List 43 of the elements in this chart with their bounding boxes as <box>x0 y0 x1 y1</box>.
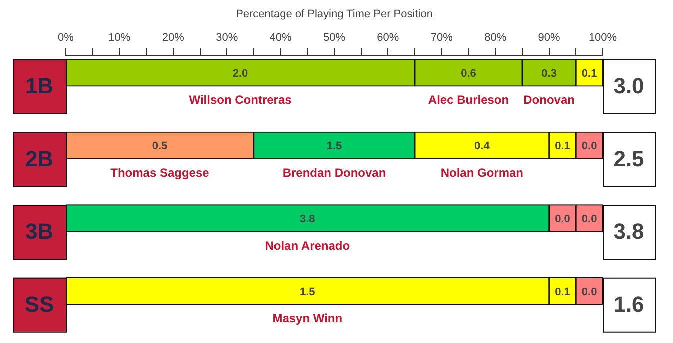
annotation: 0.4 <box>474 140 491 153</box>
annotation: Brendan Donovan <box>282 166 386 180</box>
annotation: Thomas Saggese <box>110 166 210 180</box>
annotation: Nolan Gorman <box>440 166 524 180</box>
annotation: Masyn Winn <box>272 312 343 326</box>
annotation: 3.8 <box>300 214 316 226</box>
x-tick-label: 30% <box>216 32 238 44</box>
y-tick-label: SS <box>24 292 54 317</box>
annotation: Alec Burleson <box>428 93 510 108</box>
annotation: 1.5 <box>300 286 316 298</box>
text: 2.5 <box>614 146 644 172</box>
x-tick-label: 0% <box>58 32 74 44</box>
annotation: 2.0 <box>232 68 248 80</box>
x-tick-label: 40% <box>270 32 292 44</box>
annotation: 0.1 <box>582 68 598 80</box>
annotation: 0.0 <box>582 286 598 298</box>
y-tick-label: 2B <box>25 146 54 172</box>
annotation: 0.3 <box>542 68 557 80</box>
x-tick-label: 90% <box>538 32 561 44</box>
x-tick-label: 50% <box>323 32 346 44</box>
annotation: Willson Contreras <box>189 93 292 108</box>
annotation: 0.0 <box>555 214 570 226</box>
x-tick-label: 60% <box>377 32 400 44</box>
annotation: 0.5 <box>152 140 168 153</box>
x-tick-label: 70% <box>430 32 454 44</box>
y-tick-label: 1B <box>25 73 54 98</box>
x-tick-label: 10% <box>108 32 131 44</box>
y-tick-label: 3B <box>25 219 54 244</box>
annotation: 0.6 <box>461 68 476 80</box>
x-tick-label: 20% <box>162 32 185 44</box>
annotation: 0.1 <box>555 140 570 153</box>
x-tick-label: 80% <box>484 32 507 44</box>
text: 3.8 <box>614 219 644 244</box>
annotation: Donovan <box>524 93 575 108</box>
text: 1.6 <box>614 292 644 317</box>
text: 3.0 <box>614 73 644 98</box>
x-tick-label: 100% <box>588 32 618 44</box>
annotation: Nolan Arenado <box>265 238 350 253</box>
annotation: 0.0 <box>582 140 598 153</box>
annotation: 0.1 <box>555 286 570 298</box>
annotation: 1.5 <box>326 140 342 153</box>
x-axis-title: Percentage of Playing Time Per Position <box>236 8 433 21</box>
annotation: 0.0 <box>582 214 598 226</box>
